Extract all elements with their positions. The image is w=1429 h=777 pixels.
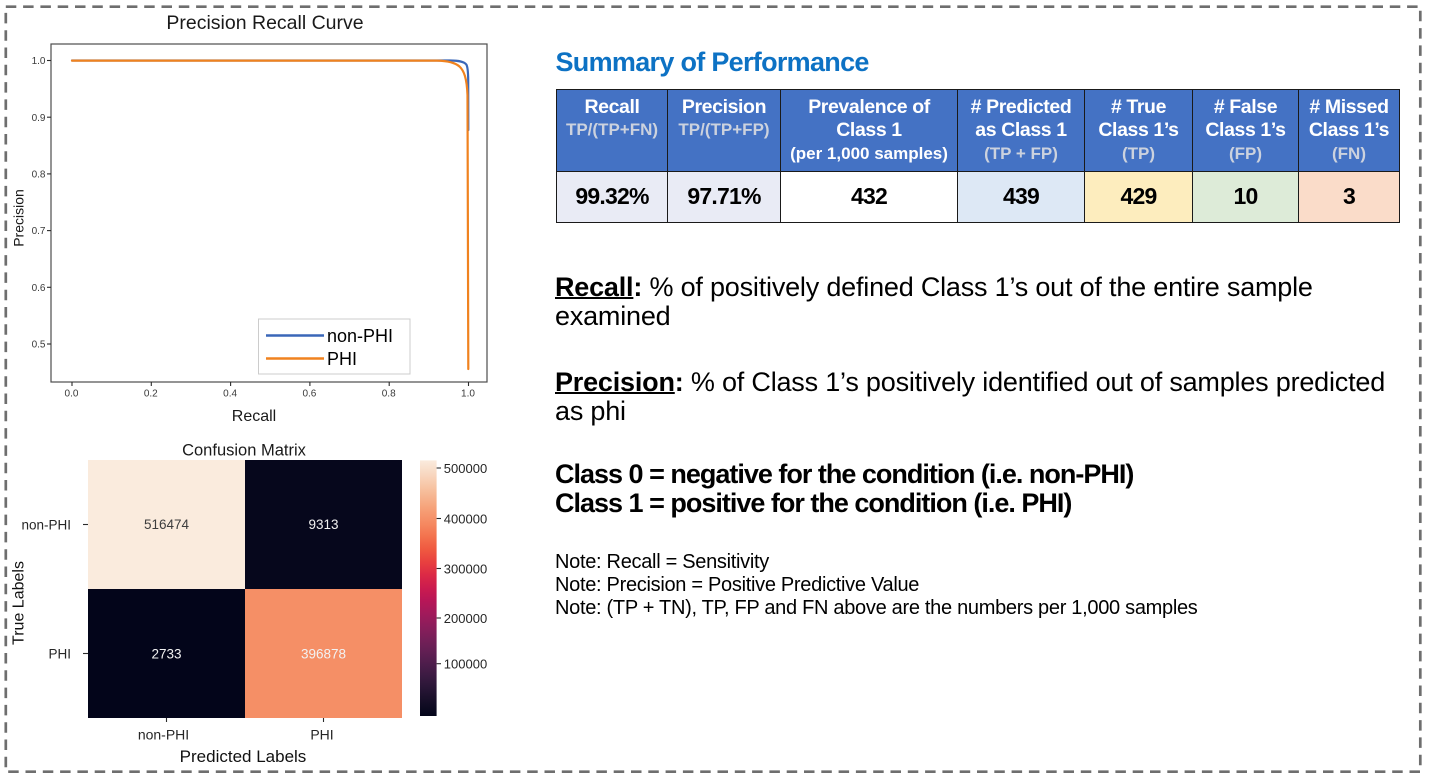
svg-text:Recall: Recall — [232, 408, 276, 425]
svg-text:300000: 300000 — [444, 561, 487, 576]
svg-text:non-PHI: non-PHI — [21, 518, 71, 533]
svg-text:non-PHI: non-PHI — [327, 326, 393, 346]
svg-text:0.8: 0.8 — [382, 389, 396, 400]
svg-text:1.0: 1.0 — [461, 389, 475, 400]
svg-text:500000: 500000 — [444, 461, 487, 476]
svg-text:0.6: 0.6 — [32, 283, 46, 294]
svg-text:non-PHI: non-PHI — [138, 727, 189, 743]
svg-text:0.9: 0.9 — [32, 113, 46, 124]
svg-text:200000: 200000 — [444, 611, 487, 626]
svg-text:0.2: 0.2 — [144, 389, 158, 400]
svg-text:Predicted Labels: Predicted Labels — [180, 747, 307, 766]
svg-text:Precision Recall Curve: Precision Recall Curve — [166, 12, 363, 34]
svg-text:PHI: PHI — [327, 349, 357, 369]
svg-text:0.0: 0.0 — [65, 389, 79, 400]
svg-text:516474: 516474 — [144, 517, 190, 532]
svg-text:0.6: 0.6 — [302, 389, 316, 400]
svg-text:1.0: 1.0 — [32, 56, 46, 67]
svg-text:396878: 396878 — [301, 646, 346, 661]
svg-text:0.5: 0.5 — [32, 340, 46, 351]
svg-text:Precision: Precision — [11, 189, 27, 247]
svg-text:True Labels: True Labels — [11, 561, 28, 645]
svg-text:Confusion Matrix: Confusion Matrix — [182, 442, 307, 460]
svg-text:PHI: PHI — [310, 727, 333, 743]
svg-text:2733: 2733 — [151, 646, 181, 661]
svg-text:0.8: 0.8 — [32, 170, 46, 181]
svg-text:9313: 9313 — [308, 517, 338, 532]
svg-text:0.7: 0.7 — [32, 226, 46, 237]
svg-text:400000: 400000 — [444, 511, 487, 526]
svg-text:100000: 100000 — [444, 657, 487, 672]
svg-text:0.4: 0.4 — [223, 389, 237, 400]
svg-text:PHI: PHI — [48, 646, 71, 661]
